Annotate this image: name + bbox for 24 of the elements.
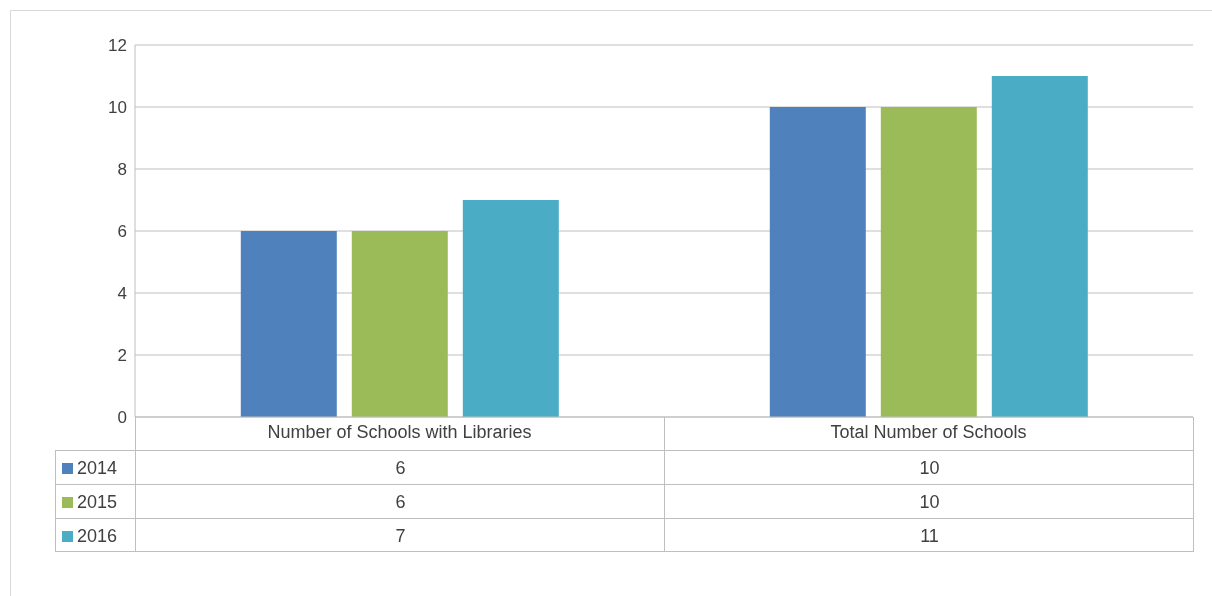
y-tick-label: 0 (117, 408, 127, 428)
data-label: 7 (394, 524, 407, 548)
bar (462, 200, 559, 417)
bar (769, 107, 866, 417)
data-label: 6 (394, 456, 407, 480)
y-tick-label: 10 (108, 98, 127, 118)
legend-label: 2015 (77, 491, 118, 513)
y-tick-label: 12 (108, 36, 127, 56)
y-tick-label: 4 (117, 284, 127, 304)
bar (351, 231, 448, 417)
data-label: 6 (394, 490, 407, 514)
data-label: 10 (918, 456, 941, 480)
bar (240, 231, 337, 417)
y-tick-label: 8 (117, 160, 127, 180)
y-tick-label: 2 (117, 346, 127, 366)
legend-label: 2014 (77, 457, 118, 479)
x-tick-label: Number of Schools with Libraries (267, 421, 532, 442)
data-label: 10 (918, 490, 941, 514)
y-tick-label: 6 (117, 222, 127, 242)
bar (991, 76, 1088, 417)
bar (880, 107, 977, 417)
data-label: 11 (919, 524, 940, 548)
x-tick-label: Total Number of Schools (830, 421, 1027, 442)
legend-label: 2016 (77, 525, 118, 547)
